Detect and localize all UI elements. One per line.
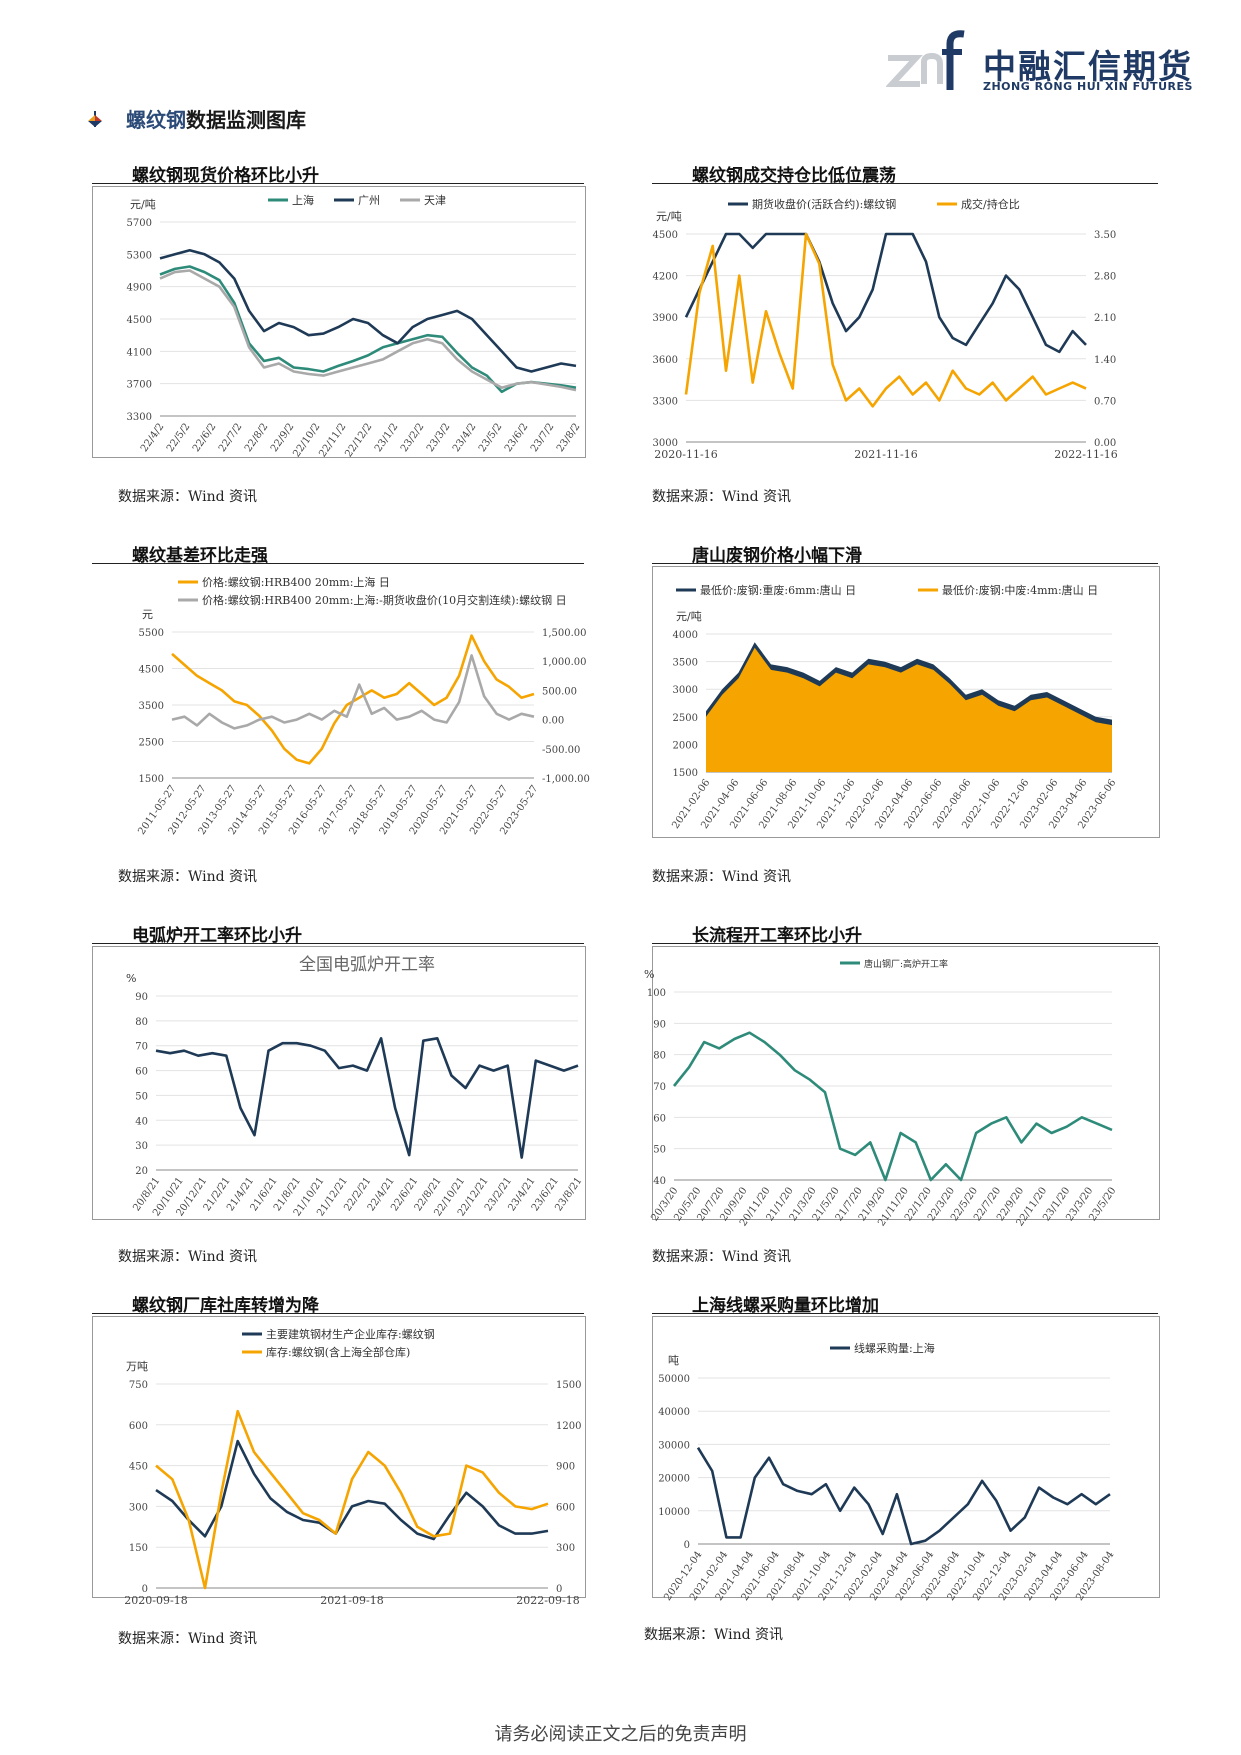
x-tick-label: 2021-05-27	[438, 783, 480, 837]
x-tick-label: 2012-05-27	[167, 783, 209, 837]
x-tick-label: 2011-05-27	[136, 783, 178, 837]
x-tick-label: 2020-11-16	[654, 448, 717, 461]
chart-frame-4	[652, 566, 1160, 838]
panel-title-3: 螺纹基差环比走强	[132, 546, 268, 566]
y-unit-label: 元/吨	[656, 210, 682, 223]
data-source-5: 数据来源：Wind 资讯	[118, 1249, 258, 1265]
panel-title-6: 长流程开工率环比小升	[692, 926, 862, 946]
x-tick-label: 2022-11-16	[1054, 448, 1117, 461]
company-logo-mark	[886, 30, 965, 90]
legend-label: 成交/持仓比	[961, 197, 1020, 211]
panel-rule-1	[92, 183, 584, 184]
company-name-cn: 中融汇信期货	[983, 47, 1193, 86]
panel-rule-5	[92, 943, 584, 944]
x-tick-label: 2021-11-16	[854, 448, 917, 461]
chart-3: 元 5500 4500 3500 2500 1500 1,500.00 1,000.00 500…	[136, 575, 590, 837]
panel-rule-8	[652, 1313, 1158, 1314]
legend-label: 价格:螺纹钢:HRB400 20mm:上海 日	[202, 575, 390, 589]
y-unit-label: 元	[142, 608, 153, 621]
x-tick-label: 2017-05-27	[317, 783, 359, 837]
chart-frame-8	[652, 1316, 1160, 1598]
x-tick-label: 2013-05-27	[197, 783, 239, 837]
y2-tick-label: 1,000.00	[542, 657, 587, 668]
y2-tick-label: 500.00	[542, 686, 577, 697]
data-source-1: 数据来源：Wind 资讯	[118, 489, 258, 505]
y-tick-label: 4500	[653, 230, 678, 241]
y-tick-label: 4500	[139, 665, 164, 676]
y2-tick-label: 0.00	[542, 716, 564, 727]
y2-tick-label: 2.80	[1094, 272, 1116, 283]
y-tick-label: 4200	[653, 272, 678, 283]
line-series-1	[684, 232, 1087, 354]
panel-rule-6	[652, 943, 1158, 944]
company-name-en: ZHONG RONG HUI XIN FUTURES	[983, 80, 1193, 93]
chart-frame-7	[92, 1316, 586, 1598]
panel-title-5: 电弧炉开工率环比小升	[132, 926, 302, 946]
panel-title-4: 唐山废钢价格小幅下滑	[692, 546, 862, 566]
x-tick-label: 2015-05-27	[257, 783, 299, 837]
data-source-3: 数据来源：Wind 资讯	[118, 869, 258, 885]
chart-frame-6	[652, 946, 1160, 1220]
y2-tick-label: 1.40	[1094, 355, 1116, 366]
section-bullet-icon	[88, 111, 102, 127]
y2-tick-label: 1,500.00	[542, 628, 587, 639]
x-tick-label: 2022-05-27	[468, 783, 510, 837]
line-series-2	[684, 232, 1087, 408]
y2-tick-label: 3.50	[1094, 230, 1116, 241]
y2-tick-label: -1,000.00	[542, 774, 590, 785]
chart-frame-1	[92, 186, 586, 458]
y2-tick-label: 0.70	[1094, 396, 1116, 407]
x-tick-label: 2018-05-27	[348, 783, 390, 837]
y2-tick-label: 0.00	[1094, 438, 1116, 449]
chart-frame-5	[92, 946, 586, 1220]
line-series-1	[171, 634, 535, 765]
panel-title-7: 螺纹钢厂库社库转增为降	[132, 1296, 319, 1316]
panel-rule-2	[652, 183, 1158, 184]
data-source-8: 数据来源：Wind 资讯	[644, 1627, 784, 1643]
x-tick-label: 2023-05-27	[498, 783, 540, 837]
data-source-6: 数据来源：Wind 资讯	[652, 1249, 792, 1265]
line-series-2	[171, 654, 535, 730]
y-tick-label: 3600	[653, 355, 678, 366]
y-tick-label: 3500	[139, 701, 164, 712]
y2-tick-label: -500.00	[542, 745, 580, 756]
x-tick-label: 2020-05-27	[408, 783, 450, 837]
panel-title-1: 螺纹钢现货价格环比小升	[132, 166, 319, 186]
legend-label: 期货收盘价(活跃合约):螺纹钢	[752, 197, 896, 211]
chart-2: 元/吨 4500 4200 3900 3600 3300 3000 3.50 2.80 2.10 1…	[653, 197, 1118, 461]
section-title: 螺纹钢数据监测图库	[126, 104, 306, 133]
panel-title-8: 上海线螺采购量环比增加	[692, 1296, 879, 1316]
y-tick-label: 1500	[139, 774, 164, 785]
x-tick-label: 2019-05-27	[378, 783, 420, 837]
data-source-7: 数据来源：Wind 资讯	[118, 1631, 258, 1647]
x-tick-label: 2016-05-27	[287, 783, 329, 837]
panel-title-2: 螺纹钢成交持仓比低位震荡	[692, 166, 896, 186]
data-source-4: 数据来源：Wind 资讯	[652, 869, 792, 885]
panel-rule-4	[652, 563, 1158, 564]
x-tick-label: 2014-05-27	[227, 783, 269, 837]
y-tick-label: 3900	[653, 313, 678, 324]
y-tick-label: 3000	[653, 438, 678, 449]
section-title-rest: 数据监测图库	[186, 108, 306, 132]
section-title-highlight: 螺纹钢	[126, 108, 186, 132]
y-tick-label: 5500	[139, 628, 164, 639]
legend-label: 价格:螺纹钢:HRB400 20mm:上海:-期货收盘价(10月交割连续):螺纹…	[202, 593, 567, 607]
data-source-2: 数据来源：Wind 资讯	[652, 489, 792, 505]
y2-tick-label: 2.10	[1094, 313, 1116, 324]
panel-rule-3	[92, 563, 584, 564]
y-tick-label: 3300	[653, 396, 678, 407]
y-tick-label: 2500	[139, 738, 164, 749]
disclaimer-footer: 请务必阅读正文之后的免责声明	[494, 1724, 747, 1745]
panel-rule-7	[92, 1313, 584, 1314]
